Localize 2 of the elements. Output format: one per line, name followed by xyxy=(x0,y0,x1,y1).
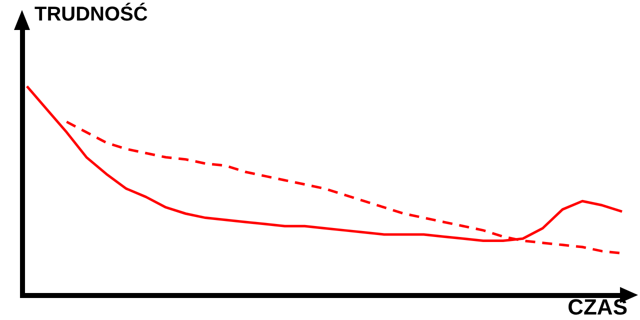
y-axis-title: TRUDNOŚĆ xyxy=(34,2,148,26)
x-axis-title: CZAS xyxy=(568,294,628,320)
